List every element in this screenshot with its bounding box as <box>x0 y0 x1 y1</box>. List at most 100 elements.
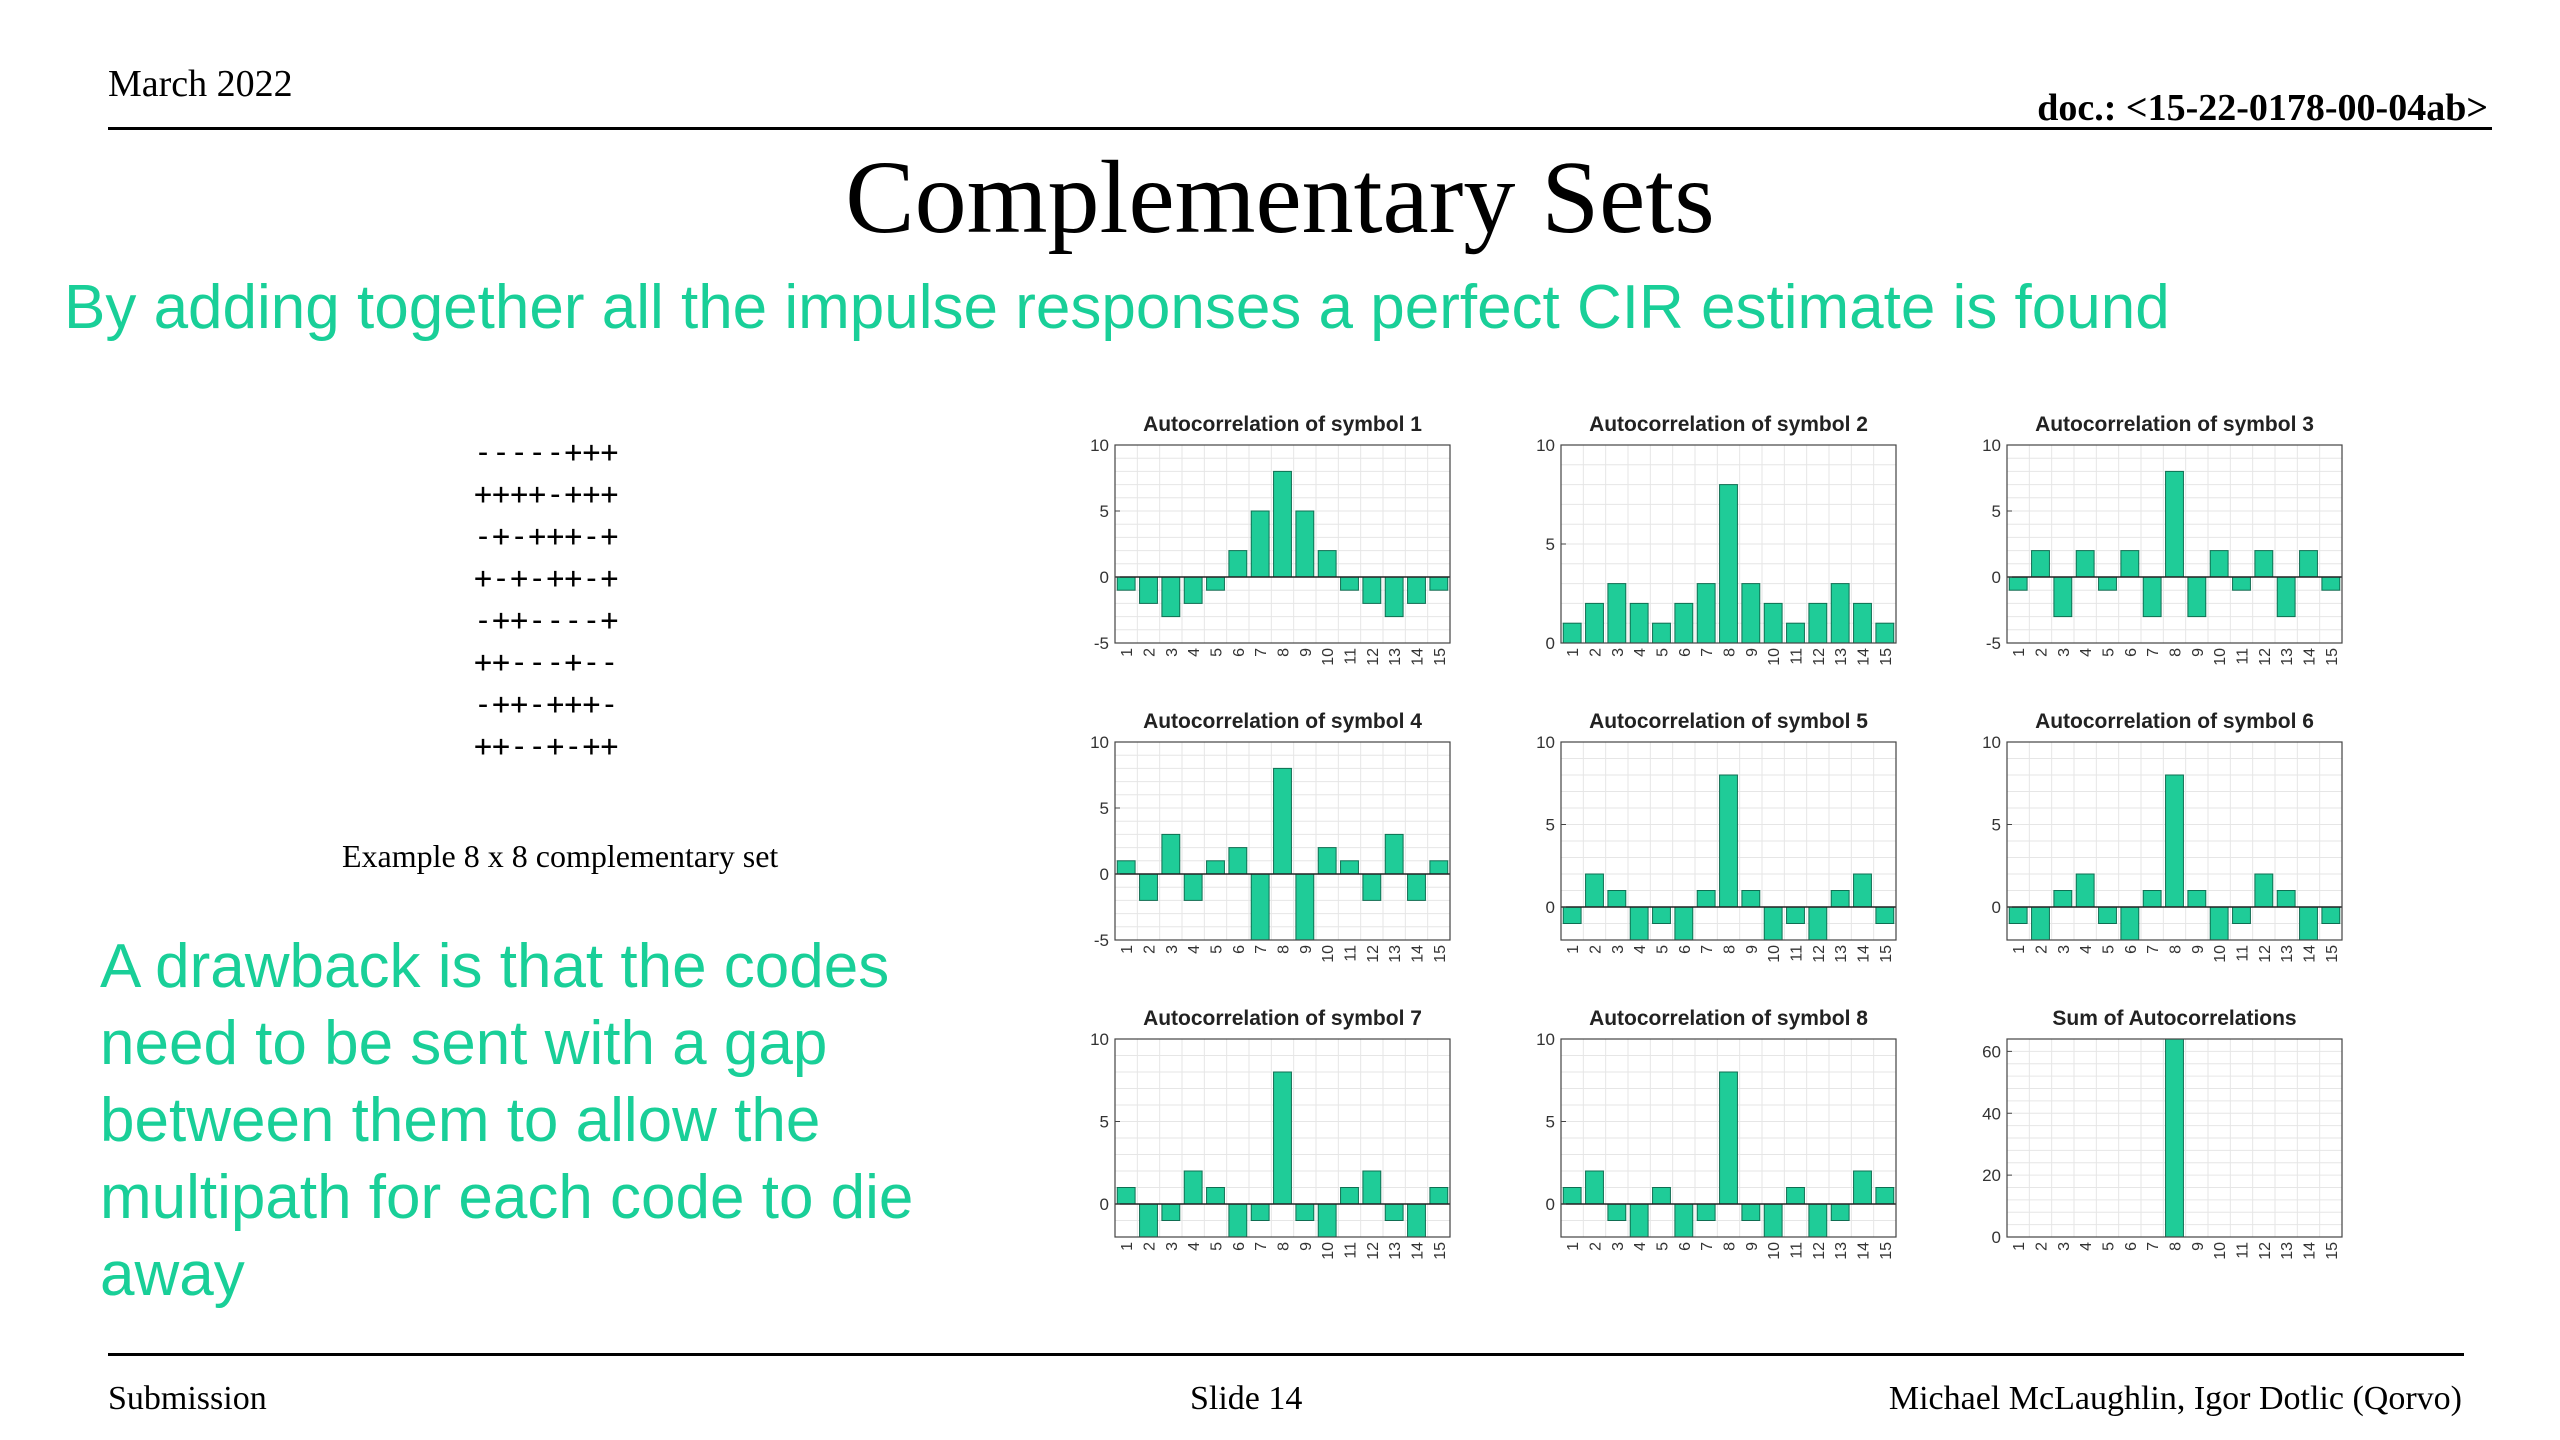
chart-bar <box>1183 873 1203 901</box>
x-tick-label: 10 <box>1766 648 1783 666</box>
x-tick-label: 3 <box>1164 1242 1181 1251</box>
code-row: -+-+++-+ <box>474 519 619 554</box>
chart-bar <box>1875 906 1895 924</box>
chart-bar <box>1741 583 1761 644</box>
chart-bar <box>1696 890 1716 908</box>
x-tick-label: 12 <box>2257 648 2274 666</box>
chart-bar <box>1853 602 1872 644</box>
x-tick-label: 13 <box>1387 1242 1404 1260</box>
x-tick-label: 15 <box>1878 648 1895 666</box>
x-tick-label: 9 <box>1744 648 1761 657</box>
y-tick-label: 0 <box>1546 898 1555 917</box>
footer-slide-number: Slide 14 <box>1190 1380 1303 1417</box>
y-tick-label: 10 <box>1536 436 1555 455</box>
x-tick-label: 9 <box>2190 945 2207 954</box>
footer-authors: Michael McLaughlin, Igor Dotlic (Qorvo) <box>1888 1380 2462 1417</box>
chart-bar <box>1206 860 1225 875</box>
x-tick-label: 13 <box>1387 945 1404 963</box>
chart-frame <box>2006 1038 2343 1238</box>
chart-bar <box>1139 576 1158 604</box>
y-tick-label: 0 <box>1100 1195 1109 1214</box>
y-tick-label: 5 <box>1992 816 2001 835</box>
chart-bar <box>2276 576 2296 618</box>
chart-frame <box>1560 741 1897 941</box>
chart-bar <box>2232 906 2251 924</box>
chart-title: Autocorrelation of symbol 7 <box>1143 1007 1422 1030</box>
chart-bar <box>1674 1203 1694 1238</box>
chart-bar <box>1295 1203 1315 1221</box>
x-tick-label: 13 <box>1833 945 1850 963</box>
chart-bar <box>1429 576 1449 591</box>
chart-bar <box>1161 1203 1181 1221</box>
chart-bar <box>1875 622 1895 644</box>
x-tick-label: 7 <box>2145 1242 2162 1251</box>
x-tick-label: 12 <box>1811 945 1828 963</box>
x-tick-label: 11 <box>1343 1242 1360 1259</box>
x-tick-label: 4 <box>1632 1242 1649 1251</box>
chart-frame <box>2006 444 2343 644</box>
x-tick-label: 9 <box>2190 1242 2207 1251</box>
x-tick-label: 2 <box>2034 648 2051 657</box>
x-tick-label: 14 <box>1410 648 1427 666</box>
chart-bar <box>1183 1170 1203 1205</box>
chart-frame <box>2006 741 2343 941</box>
x-tick-label: 8 <box>1722 648 1739 657</box>
chart-bar <box>1607 1203 1627 1221</box>
chart-bar <box>1228 847 1248 875</box>
x-tick-label: 5 <box>1209 945 1226 954</box>
chart-bar <box>1362 576 1382 604</box>
chart-bar <box>1674 906 1694 941</box>
y-tick-label: 5 <box>1100 502 1109 521</box>
y-tick-label: 0 <box>1546 1195 1555 1214</box>
chart-bar <box>1763 602 1783 644</box>
chart-title: Autocorrelation of symbol 4 <box>1143 710 1422 733</box>
x-tick-label: 8 <box>2168 1242 2185 1251</box>
chart-bar <box>1652 622 1671 644</box>
footer-submission: Submission <box>108 1380 267 1417</box>
chart-bar <box>2031 550 2050 578</box>
y-tick-label: 5 <box>1546 1113 1555 1132</box>
chart-bar <box>1206 1187 1225 1205</box>
chart-bar <box>1429 1187 1449 1205</box>
chart-bar <box>1696 1203 1716 1221</box>
y-tick-label: 0 <box>1992 898 2001 917</box>
chart-bar <box>1562 622 1582 644</box>
x-tick-label: 15 <box>1432 945 1449 963</box>
footer-rule <box>108 1353 2464 1356</box>
x-tick-label: 10 <box>1766 1242 1783 1260</box>
chart-title: Autocorrelation of symbol 2 <box>1589 413 1868 436</box>
x-tick-label: 7 <box>1253 648 1270 657</box>
x-tick-label: 10 <box>1320 945 1337 963</box>
chart-bar <box>1183 576 1203 604</box>
x-tick-label: 7 <box>2145 648 2162 657</box>
y-tick-label: 10 <box>1090 733 1109 752</box>
chart-bar <box>1585 1170 1604 1205</box>
x-tick-label: 6 <box>2123 1242 2140 1251</box>
y-tick-label: 40 <box>1982 1104 2001 1123</box>
chart-bar <box>1228 550 1248 578</box>
chart-bar <box>1674 602 1694 644</box>
x-tick-label: 6 <box>1231 1242 1248 1251</box>
x-tick-label: 9 <box>1298 648 1315 657</box>
code-row: ++--+-++ <box>474 729 619 764</box>
x-tick-label: 11 <box>1789 1242 1806 1259</box>
header-rule <box>108 127 2492 130</box>
chart-bar <box>1853 1170 1872 1205</box>
x-tick-label: 10 <box>1320 1242 1337 1260</box>
x-tick-label: 14 <box>2302 1242 2319 1260</box>
x-tick-label: 2 <box>2034 1242 2051 1251</box>
x-tick-label: 13 <box>2279 945 2296 963</box>
code-row: -++-+++- <box>474 687 619 722</box>
chart-title: Sum of Autocorrelations <box>2052 1007 2296 1030</box>
chart-bar <box>2299 906 2318 941</box>
chart-bar <box>2008 576 2028 591</box>
y-tick-label: 10 <box>1982 733 2001 752</box>
chart-bar <box>1786 906 1805 924</box>
x-tick-label: 4 <box>2078 1242 2095 1251</box>
y-tick-label: 5 <box>1992 502 2001 521</box>
chart-bar <box>1116 1187 1136 1205</box>
chart-bar <box>2075 873 2095 908</box>
y-tick-label: -5 <box>1094 634 1109 653</box>
